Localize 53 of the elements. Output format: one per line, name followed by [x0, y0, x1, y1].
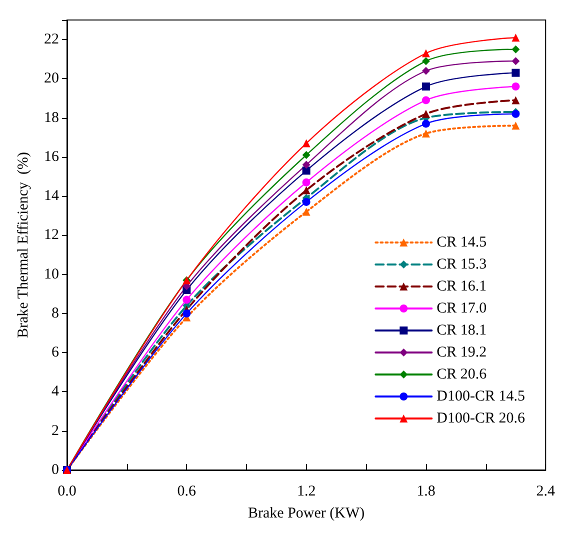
y-tick-label: 12	[44, 227, 59, 244]
legend-label: CR 15.3	[436, 256, 487, 272]
x-tick-label: 0.6	[177, 484, 197, 500]
legend-label: CR 18.1	[436, 322, 487, 338]
legend-label: CR 16.1	[436, 278, 487, 294]
point	[302, 198, 310, 206]
point	[302, 186, 310, 194]
y-tick-label: 2	[52, 422, 59, 439]
y-tick-label: 16	[44, 148, 60, 165]
y-tick-label: 8	[52, 305, 59, 322]
point	[302, 166, 310, 175]
x-tick-label: 1.8	[416, 484, 436, 500]
point	[512, 122, 520, 130]
y-tick-label: 14	[44, 188, 60, 204]
point	[182, 309, 191, 318]
point	[302, 160, 310, 169]
x-tick-label: 1.2	[296, 484, 316, 500]
y-tick-label: 0	[52, 462, 59, 478]
y-tick-label: 20	[44, 70, 59, 87]
x-tick-label: 2.4	[536, 484, 556, 500]
legend-label: D100-CR 20.6	[436, 410, 526, 426]
point	[422, 120, 430, 128]
point	[422, 129, 430, 138]
point	[512, 45, 520, 54]
y-tick-label: 6	[52, 344, 60, 361]
x-tick-label: 0.0	[58, 484, 76, 500]
point	[512, 34, 520, 42]
point	[422, 82, 430, 91]
y-tick-label: 18	[44, 110, 59, 126]
point	[302, 151, 310, 159]
point	[512, 68, 520, 77]
legend-label: CR 20.6	[436, 366, 488, 382]
x-axis-title: Brake Power (KW)	[248, 506, 365, 522]
y-tick-label: 10	[44, 266, 59, 282]
legend-label: CR 17.0	[436, 300, 487, 316]
point	[512, 82, 520, 91]
legend-label: CR 19.2	[436, 344, 487, 360]
point	[302, 139, 310, 148]
point	[512, 96, 520, 104]
legend-label: CR 14.5	[436, 234, 487, 250]
point	[422, 110, 430, 118]
point	[422, 57, 430, 66]
y-tick-label: 4	[52, 384, 60, 400]
y-axis-title: Brake Thermal Efficiency (%)	[16, 152, 32, 338]
point	[302, 208, 310, 216]
point	[422, 96, 430, 104]
point	[512, 57, 520, 66]
point	[422, 66, 430, 75]
point	[422, 49, 430, 58]
legend-label: D100-CR 14.5	[436, 388, 526, 404]
y-tick-label: 22	[44, 32, 59, 48]
point	[302, 178, 310, 186]
point	[182, 296, 191, 304]
